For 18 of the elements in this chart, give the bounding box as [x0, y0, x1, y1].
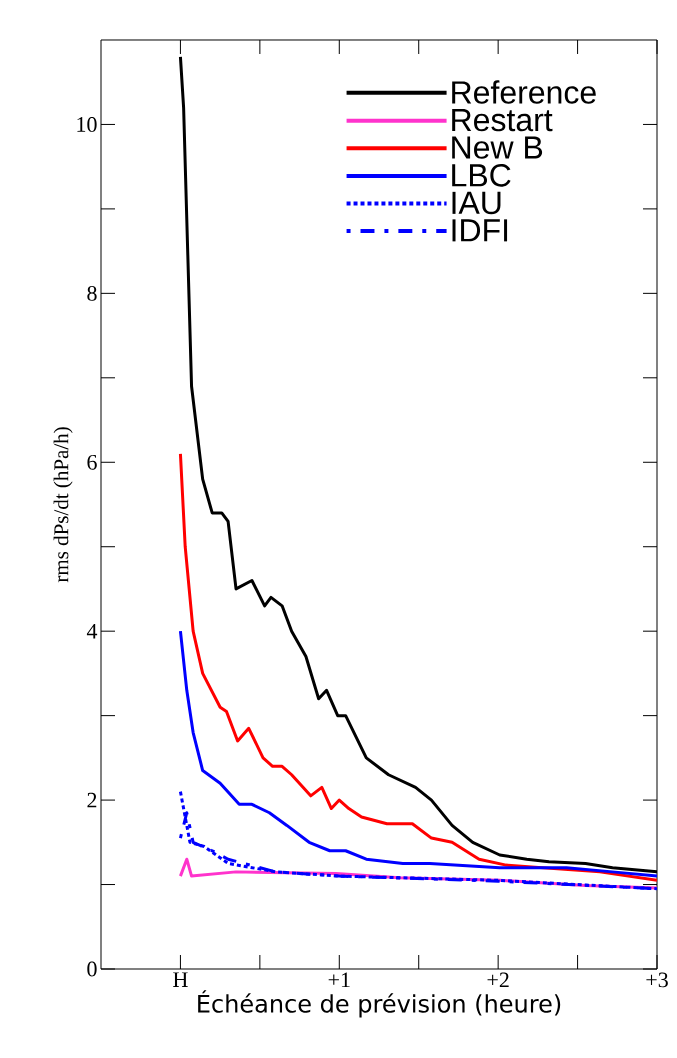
x-tick-label: H — [173, 972, 188, 987]
y-tick-label: 4 — [86, 623, 98, 639]
y-tick-label: 2 — [87, 792, 97, 808]
legend-label: LBC — [452, 164, 511, 187]
x-axis-title: Échéance de prévision (heure) — [198, 990, 561, 1018]
x-tick-label: +2 — [487, 972, 509, 988]
y-tick-label: 10 — [77, 117, 97, 132]
legend-label: IAU — [452, 191, 501, 215]
y-tick-label: 8 — [87, 285, 97, 301]
x-tick-label: +3 — [646, 972, 668, 988]
y-tick-label: 6 — [87, 454, 97, 470]
legend-label: IDFI — [452, 219, 508, 242]
legend-label: New B — [452, 136, 543, 159]
x-tick-label: +1 — [328, 972, 350, 988]
y-axis-title: rms dPs/dt (hPa/h) — [53, 427, 73, 583]
y-tick-label: 0 — [87, 961, 97, 977]
legend-label: Reference — [452, 80, 596, 104]
legend-label: Restart — [452, 108, 553, 132]
